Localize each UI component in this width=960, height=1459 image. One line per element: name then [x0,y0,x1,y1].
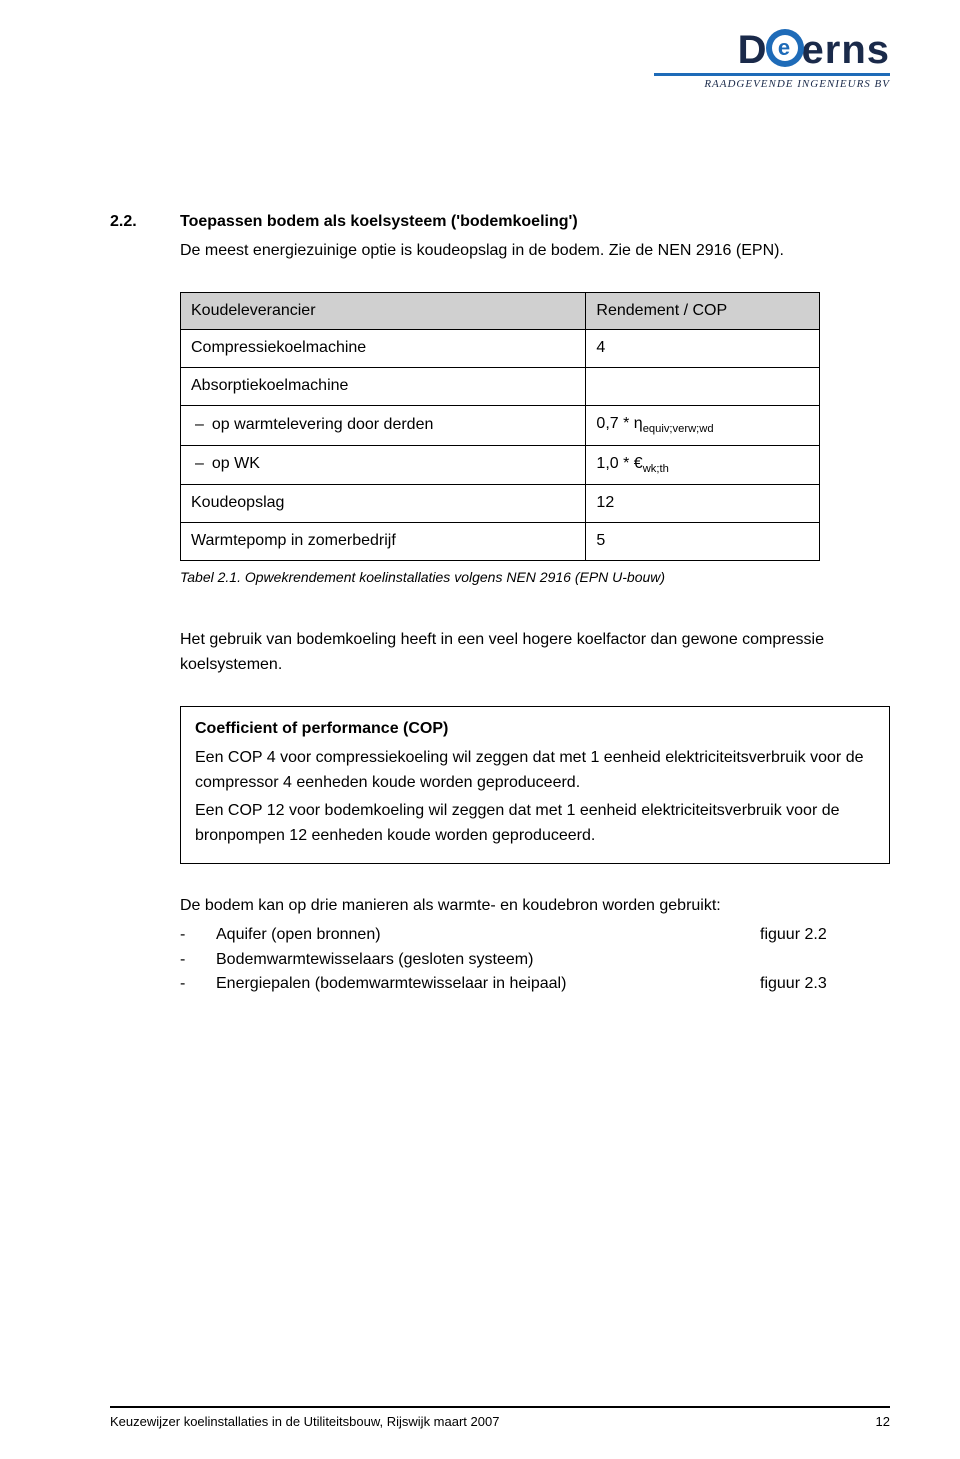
list-text: Aquifer (open bronnen) [216,923,760,948]
logo-text-post: erns [802,28,891,72]
table-row: Compressiekoelmachine 4 [181,330,820,368]
bullet-list: De bodem kan op drie manieren als warmte… [180,894,870,997]
section-number: 2.2. [110,210,180,235]
logo-divider [654,73,890,76]
box-paragraph: Een COP 12 voor bodemkoeling wil zeggen … [195,799,875,849]
bullet-dash-icon: – [195,455,204,472]
table-cell [586,368,820,406]
section-title: Toepassen bodem als koelsysteem ('bodemk… [180,210,870,235]
section-heading: 2.2. Toepassen bodem als koelsysteem ('b… [110,210,870,235]
subscript: equiv;verw;wd [643,423,714,435]
logo-wordmark: Deerns [630,30,890,71]
info-box: Coefficient of performance (COP) Een COP… [180,706,890,864]
footer-left: Keuzewijzer koelinstallaties in de Utili… [110,1414,499,1429]
logo-letter-e: e [772,35,798,61]
table-label: op warmtelevering door derden [212,416,433,433]
box-title: Coefficient of performance (COP) [195,717,875,742]
table-cell: Warmtepomp in zomerbedrijf [181,522,586,560]
table-label: op WK [212,455,260,472]
content-area: 2.2. Toepassen bodem als koelsysteem ('b… [110,210,870,997]
bullet-dash-icon: – [195,416,204,433]
bullet-dash-icon: - [180,972,216,997]
table-header-row: Koudeleverancier Rendement / COP [181,292,820,330]
table-cell: Compressiekoelmachine [181,330,586,368]
table-row: Koudeopslag 12 [181,485,820,523]
list-intro: De bodem kan op drie manieren als warmte… [180,894,870,919]
symbol-euro: € [634,455,643,472]
symbol-eta: η [634,415,643,432]
table-row: Warmtepomp in zomerbedrijf 5 [181,522,820,560]
logo-subtitle: RAADGEVENDE INGENIEURS BV [630,78,890,90]
table-cell: 1,0 * €wk;th [586,445,820,485]
list-item: - Energiepalen (bodemwarmtewisselaar in … [180,972,870,997]
list-text: Bodemwarmtewisselaars (gesloten systeem) [216,948,760,973]
list-item: - Bodemwarmtewisselaars (gesloten systee… [180,948,870,973]
table-row: –op warmtelevering door derden 0,7 * ηeq… [181,405,820,445]
cop-table: Koudeleverancier Rendement / COP Compres… [180,292,820,561]
value-prefix: 1,0 * [596,455,633,472]
box-paragraph: Een COP 4 voor compressiekoeling wil zeg… [195,746,875,796]
logo-text-pre: D [738,28,768,72]
page: Deerns RAADGEVENDE INGENIEURS BV 2.2. To… [0,0,960,1459]
table-header-cell: Rendement / COP [586,292,820,330]
table-cell: 0,7 * ηequiv;verw;wd [586,405,820,445]
bullet-dash-icon: - [180,948,216,973]
table-cell: Koudeopslag [181,485,586,523]
list-ref: figuur 2.3 [760,972,870,997]
table-cell: 4 [586,330,820,368]
table-cell: 12 [586,485,820,523]
subscript: wk;th [643,463,669,475]
list-ref [760,948,870,973]
brand-logo: Deerns RAADGEVENDE INGENIEURS BV [630,30,890,90]
page-footer: Keuzewijzer koelinstallaties in de Utili… [110,1406,890,1429]
logo-circle-icon: e [766,29,804,67]
table-row: –op WK 1,0 * €wk;th [181,445,820,485]
footer-divider [110,1406,890,1408]
footer-row: Keuzewijzer koelinstallaties in de Utili… [110,1414,890,1429]
value-prefix: 0,7 * [596,415,633,432]
table-cell: 5 [586,522,820,560]
table-caption: Tabel 2.1. Opwekrendement koelinstallati… [180,567,870,589]
list-item: - Aquifer (open bronnen) figuur 2.2 [180,923,870,948]
list-ref: figuur 2.2 [760,923,870,948]
table-row: Absorptiekoelmachine [181,368,820,406]
table-header-cell: Koudeleverancier [181,292,586,330]
table-cell: –op WK [181,445,586,485]
list-text: Energiepalen (bodemwarmtewisselaar in he… [216,972,760,997]
paragraph: Het gebruik van bodemkoeling heeft in ee… [180,628,870,678]
page-number: 12 [876,1414,890,1429]
section-body: De meest energiezuinige optie is koudeop… [180,239,870,264]
bullet-dash-icon: - [180,923,216,948]
table-cell: Absorptiekoelmachine [181,368,586,406]
table-cell: –op warmtelevering door derden [181,405,586,445]
